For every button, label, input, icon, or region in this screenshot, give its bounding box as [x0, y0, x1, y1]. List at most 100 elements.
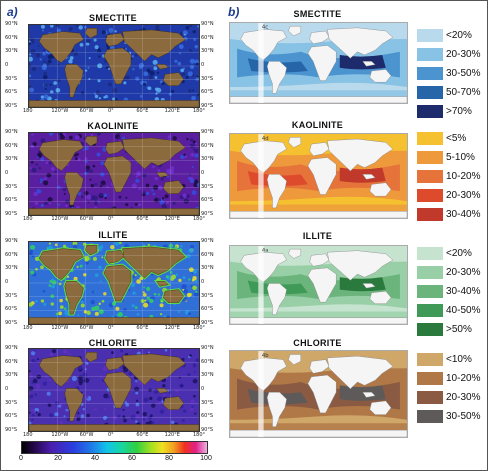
lat-tick-left: 0 [5, 279, 9, 285]
colorbar-tick: 40 [91, 455, 99, 462]
legend-item: 30-50% [417, 66, 480, 80]
lat-tick-right: 90°N [201, 238, 214, 244]
model-map-title: CHLORITE [88, 338, 138, 348]
legend-swatch [417, 390, 443, 404]
panel-a-label: a) [7, 5, 18, 19]
lat-tick-left: 30°S [5, 183, 18, 190]
lat-tick-left: 30°S [5, 292, 18, 299]
legend-swatch [417, 169, 443, 183]
lat-tick-right: 30°N [201, 48, 214, 55]
panel-b-label: b) [228, 5, 240, 19]
lon-tick: 60°E [136, 432, 149, 438]
lat-tick-right: 30°S [201, 75, 214, 82]
lat-tick-right: 90°N [201, 21, 214, 27]
legend-item: 30-40% [417, 207, 480, 221]
lat-tick-left: 0 [5, 62, 9, 68]
legend-item: <20% [417, 246, 472, 260]
lat-tick-left: 90°S [5, 320, 18, 326]
observation-map-title: KAOLINITE [291, 120, 344, 130]
observation-map-chlorite: 4b [229, 350, 408, 438]
lat-tick-left: 60°S [5, 89, 18, 96]
legend-swatch [417, 85, 443, 99]
legend-swatch [417, 246, 443, 260]
legend-swatch [417, 303, 443, 317]
observation-map-title: SMECTITE [293, 9, 342, 19]
legend-swatch [417, 265, 443, 279]
legend-item: <20% [417, 28, 472, 42]
colorbar [21, 441, 208, 454]
model-map-chlorite [28, 348, 200, 432]
legend-label: 5-10% [446, 151, 475, 163]
lat-tick-right: 30°S [201, 292, 214, 299]
lon-tick: 60°E [136, 108, 149, 114]
lat-tick-left: 60°N [5, 34, 18, 41]
legend-item: 30-40% [417, 284, 480, 298]
lat-tick-left: 0 [5, 170, 9, 176]
lon-tick: 120°W [51, 325, 69, 331]
lat-tick-left: 90°N [5, 238, 18, 244]
legend-label: <5% [446, 132, 467, 144]
lat-tick-right: 60°S [201, 306, 214, 313]
legend-swatch [417, 352, 443, 366]
legend-label: 10-20% [446, 170, 481, 182]
observation-map-illite: 4a [229, 245, 408, 325]
lon-tick: 60°E [136, 216, 149, 222]
legend-item: 20-30% [417, 47, 480, 61]
lat-tick-right: 60°S [201, 197, 214, 204]
model-map-title: ILLITE [98, 230, 128, 240]
lon-tick: 120°E [164, 108, 180, 114]
legend-label: 20-30% [446, 266, 481, 278]
lat-tick-right: 0 [201, 386, 205, 392]
lat-tick-left: 60°N [5, 251, 18, 258]
lat-tick-right: 60°N [201, 142, 214, 149]
lat-tick-left: 30°N [5, 48, 18, 55]
lat-tick-right: 60°S [201, 89, 214, 96]
legend-swatch [417, 371, 443, 385]
map-tag: 4c [262, 25, 269, 31]
lon-tick: 120°E [164, 432, 180, 438]
legend-swatch [417, 150, 443, 164]
lat-tick-left: 30°N [5, 156, 18, 163]
colorbar-tick: 0 [19, 455, 23, 462]
legend-label: 20-30% [446, 48, 481, 60]
map-tag: 4a [262, 248, 269, 254]
lat-tick-right: 90°S [201, 211, 214, 217]
legend-swatch [417, 207, 443, 221]
colorbar-tick: 60 [128, 455, 136, 462]
lon-tick: 180° [193, 216, 206, 222]
legend-label: 20-30% [446, 391, 481, 403]
lat-tick-right: 90°S [201, 427, 214, 433]
legend-swatch [417, 322, 443, 336]
lon-tick: 60°W [79, 432, 94, 438]
colorbar-tick: 20 [54, 455, 62, 462]
lat-tick-left: 60°N [5, 142, 18, 149]
legend-item: 5-10% [417, 150, 475, 164]
legend-item: <5% [417, 131, 466, 145]
legend-item: <10% [417, 352, 472, 366]
lat-tick-left: 60°N [5, 358, 18, 365]
legend-label: 10-20% [446, 372, 481, 384]
lon-tick: 0° [108, 216, 114, 222]
lon-tick: 180° [193, 325, 206, 331]
lat-tick-right: 60°N [201, 251, 214, 258]
legend-label: <20% [446, 29, 472, 41]
lat-tick-left: 30°S [5, 399, 18, 406]
lat-tick-right: 30°N [201, 265, 214, 272]
map-tag: 4d [262, 136, 269, 142]
lat-tick-right: 90°S [201, 103, 214, 109]
lon-tick: 0° [108, 325, 114, 331]
legend-item: 10-20% [417, 169, 480, 183]
lat-tick-right: 90°S [201, 320, 214, 326]
legend-item: 20-30% [417, 265, 480, 279]
lat-tick-left: 90°S [5, 103, 18, 109]
legend-item: >50% [417, 322, 472, 336]
legend-label: 30-50% [446, 67, 481, 79]
model-map-illite [28, 241, 200, 325]
legend-item: 40-50% [417, 303, 480, 317]
map-tag: 4b [262, 353, 269, 359]
legend-item: 10-20% [417, 371, 480, 385]
lat-tick-left: 30°N [5, 372, 18, 379]
observation-map-title: ILLITE [302, 231, 333, 241]
lat-tick-right: 0 [201, 62, 205, 68]
lat-tick-right: 0 [201, 170, 205, 176]
